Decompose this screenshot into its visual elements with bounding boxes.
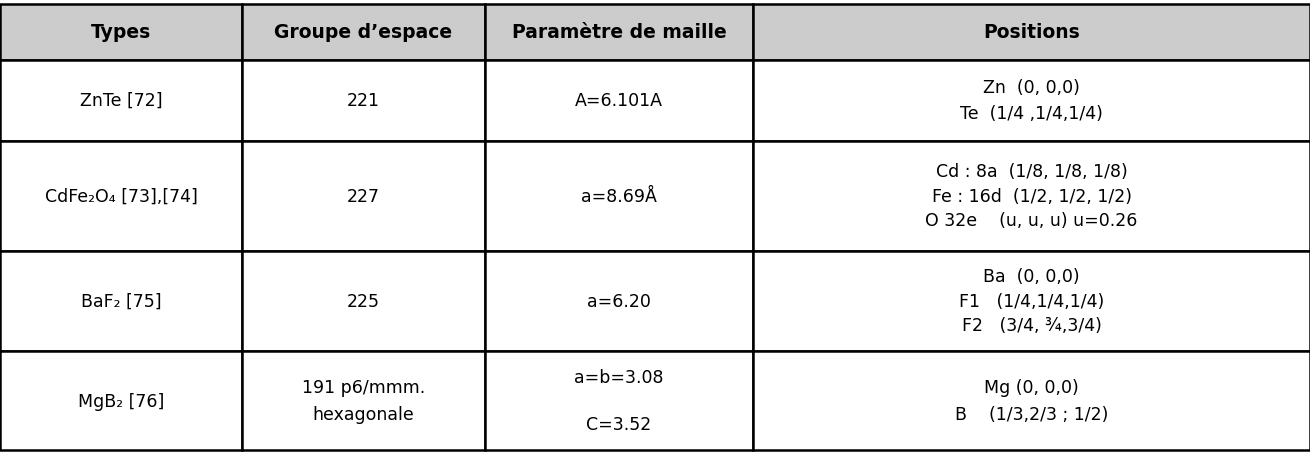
Text: Te  (1/4 ,1/4,1/4): Te (1/4 ,1/4,1/4)	[960, 105, 1103, 123]
Text: 225: 225	[347, 292, 380, 310]
Text: 227: 227	[347, 187, 380, 205]
Bar	[242, 142, 485, 251]
Text: Types: Types	[92, 23, 151, 42]
Text: ZnTe [72]: ZnTe [72]	[80, 92, 162, 110]
Text: F2   (3/4, ¾,3/4): F2 (3/4, ¾,3/4)	[962, 316, 1102, 334]
Bar	[242, 251, 485, 351]
Text: Mg (0, 0,0): Mg (0, 0,0)	[984, 379, 1079, 396]
Bar	[0, 251, 242, 351]
Text: Groupe d’espace: Groupe d’espace	[275, 23, 452, 42]
Text: Paramètre de maille: Paramètre de maille	[512, 23, 726, 42]
Text: Fe : 16d  (1/2, 1/2, 1/2): Fe : 16d (1/2, 1/2, 1/2)	[931, 187, 1132, 205]
Text: Zn  (0, 0,0): Zn (0, 0,0)	[984, 79, 1079, 97]
Bar	[485, 5, 753, 61]
Text: O 32e    (u, u, u) u=0.26: O 32e (u, u, u) u=0.26	[925, 212, 1138, 230]
Bar	[0, 142, 242, 251]
Bar	[0, 351, 242, 450]
Bar	[753, 251, 1310, 351]
Text: 191 p6/mmm.: 191 p6/mmm.	[301, 379, 426, 396]
Text: MgB₂ [76]: MgB₂ [76]	[79, 392, 164, 410]
Bar	[753, 142, 1310, 251]
Bar	[242, 5, 485, 61]
Bar	[485, 351, 753, 450]
Bar	[485, 251, 753, 351]
Text: BaF₂ [75]: BaF₂ [75]	[81, 292, 161, 310]
Text: a=b=3.08: a=b=3.08	[574, 368, 664, 386]
Text: F1   (1/4,1/4,1/4): F1 (1/4,1/4,1/4)	[959, 292, 1104, 310]
Text: Cd : 8a  (1/8, 1/8, 1/8): Cd : 8a (1/8, 1/8, 1/8)	[935, 163, 1128, 181]
Bar	[753, 61, 1310, 142]
Text: a=6.20: a=6.20	[587, 292, 651, 310]
Text: hexagonale: hexagonale	[313, 405, 414, 423]
Bar	[242, 351, 485, 450]
Bar	[0, 5, 242, 61]
Bar	[753, 5, 1310, 61]
Text: A=6.101A: A=6.101A	[575, 92, 663, 110]
Bar	[485, 61, 753, 142]
Bar	[0, 61, 242, 142]
Bar	[485, 142, 753, 251]
Bar	[753, 351, 1310, 450]
Bar	[242, 61, 485, 142]
Text: Positions: Positions	[984, 23, 1079, 42]
Text: Ba  (0, 0,0): Ba (0, 0,0)	[984, 268, 1079, 286]
Text: C=3.52: C=3.52	[587, 415, 651, 434]
Text: 221: 221	[347, 92, 380, 110]
Text: CdFe₂O₄ [73],[74]: CdFe₂O₄ [73],[74]	[45, 187, 198, 205]
Text: B    (1/3,2/3 ; 1/2): B (1/3,2/3 ; 1/2)	[955, 405, 1108, 423]
Text: a=8.69Å: a=8.69Å	[582, 187, 656, 205]
